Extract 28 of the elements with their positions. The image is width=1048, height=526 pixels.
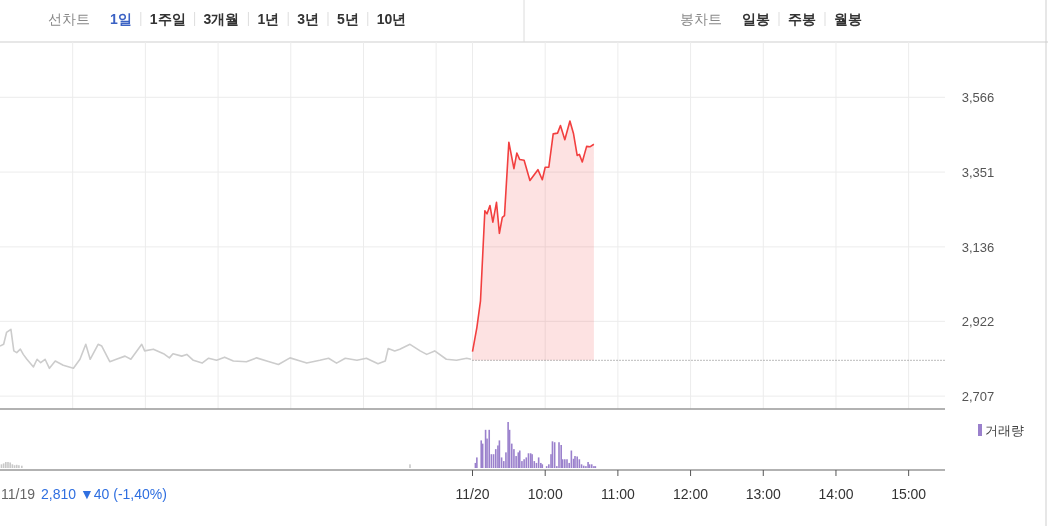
x-tick-label: 13:00 — [745, 486, 781, 502]
text: 월봉 — [834, 11, 862, 27]
text: 1주일 — [149, 11, 186, 27]
text: 5년 — [336, 11, 359, 27]
x-tick-label: 14:00 — [818, 486, 854, 502]
text: 주봉 — [788, 11, 816, 27]
x-tick-label: 15:00 — [891, 486, 927, 502]
text: 일봉 — [742, 11, 770, 27]
x-tick-label: 11:00 — [600, 486, 636, 502]
text: 3년 — [297, 11, 319, 27]
text: 봉차트 — [680, 11, 722, 27]
text: 3개월 — [203, 11, 240, 27]
y-tick-label: 2,922 — [961, 314, 995, 330]
text: 2,810 ▼40 (-1,40%) — [41, 486, 167, 502]
legend-label: 거래량 — [985, 423, 1024, 438]
text: 선차트 — [48, 11, 90, 27]
x-tick-label: 11/20 — [455, 486, 490, 502]
y-tick-label: 3,566 — [961, 90, 995, 106]
text: 11/19 — [1, 486, 36, 502]
text: 1년 — [257, 11, 280, 27]
text: 1일 — [110, 11, 132, 27]
x-tick-label: 10:00 — [527, 486, 563, 502]
y-tick-label: 3,136 — [961, 239, 995, 255]
x-tick-label: 12:00 — [673, 486, 709, 502]
text: 10년 — [376, 11, 407, 27]
y-tick-label: 2,707 — [961, 389, 995, 405]
y-tick-label: 3,351 — [961, 165, 995, 181]
line-series — [0, 328, 472, 370]
